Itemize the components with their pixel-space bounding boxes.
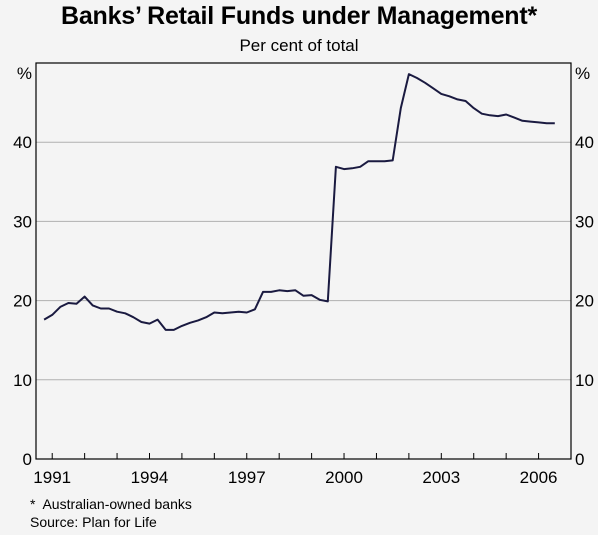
axis-labels: % % 0 0 10 10 20 20 30 30 40 40 1991 1994 1997 2000 20… xyxy=(13,64,594,487)
right-axis-unit: % xyxy=(575,64,590,83)
gridlines xyxy=(36,141,571,381)
y-tick-label-left: 10 xyxy=(13,371,32,390)
left-axis-unit: % xyxy=(17,64,32,83)
y-tick-label-right: 0 xyxy=(575,450,584,469)
series-line xyxy=(43,73,555,331)
y-tick-label-right: 40 xyxy=(575,133,594,152)
y-tick-label-right: 10 xyxy=(575,371,594,390)
chart-title: Banks’ Retail Funds under Management* xyxy=(60,2,538,30)
y-tick-label-right: 20 xyxy=(575,292,594,311)
x-tick-label: 2006 xyxy=(520,468,558,487)
x-tick-label: 1997 xyxy=(228,468,266,487)
y-tick-label-right: 30 xyxy=(575,212,594,231)
x-tick-label: 1994 xyxy=(131,468,169,487)
chart-subtitle: Per cent of total xyxy=(239,36,359,55)
y-tick-label-left: 30 xyxy=(13,212,32,231)
x-tick-label: 1991 xyxy=(33,468,71,487)
x-axis-ticks xyxy=(51,453,572,459)
y-tick-label-left: 0 xyxy=(23,450,32,469)
x-tick-label: 2003 xyxy=(422,468,460,487)
footnote-asterisk: * Australian-owned banks xyxy=(30,496,192,512)
plot-frame xyxy=(35,62,572,460)
y-tick-label-left: 20 xyxy=(13,292,32,311)
footnote-source: Source: Plan for Life xyxy=(30,514,157,530)
y-tick-label-left: 40 xyxy=(13,133,32,152)
x-tick-label: 2000 xyxy=(325,468,363,487)
footnotes: * Australian-owned banks Source: Plan fo… xyxy=(30,495,192,531)
